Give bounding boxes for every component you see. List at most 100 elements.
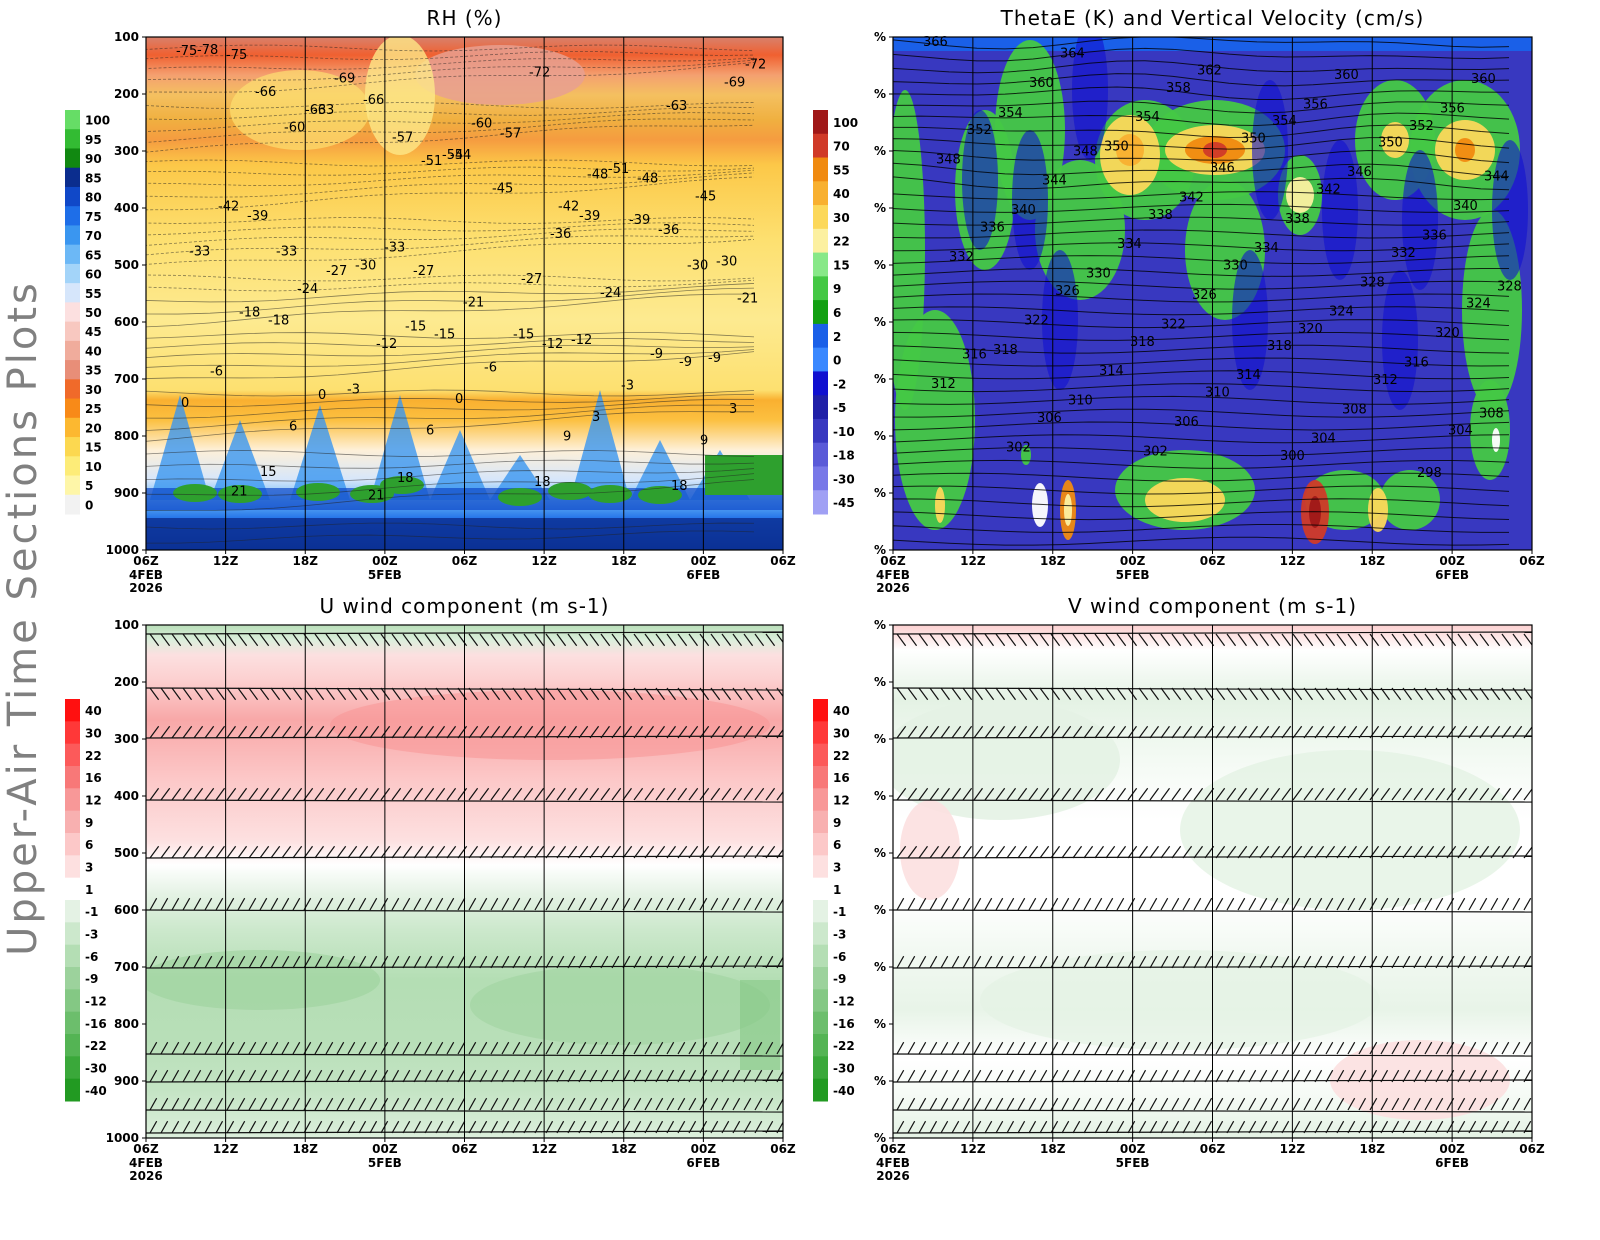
contour-label: -78 xyxy=(197,43,218,58)
y-tick-label: 1000 xyxy=(106,543,139,557)
y-tick-label: % xyxy=(874,543,886,557)
x-tick-label: 18Z xyxy=(293,554,319,568)
colorbar-swatch xyxy=(65,721,80,745)
contour-label: 21 xyxy=(231,485,248,500)
colorbar-label: -16 xyxy=(85,1017,107,1031)
contour-label: 328 xyxy=(1497,279,1522,294)
x-tick-label: 00Z xyxy=(1439,554,1465,568)
contour-label: -72 xyxy=(745,58,766,73)
contour-label: 342 xyxy=(1179,190,1204,205)
contour-label: -21 xyxy=(463,296,484,311)
contour-label: 356 xyxy=(1440,102,1465,117)
x-date-label: 5FEB xyxy=(368,1156,402,1170)
colorbar-label: 30 xyxy=(85,727,102,741)
colorbar-swatch xyxy=(65,360,80,380)
contour-label: 0 xyxy=(455,392,463,407)
colorbar-swatch xyxy=(65,989,80,1013)
colorbar-label: 22 xyxy=(85,749,102,763)
x-date-label: 5FEB xyxy=(1116,568,1150,582)
y-tick-label: % xyxy=(874,675,886,689)
contour-label: -45 xyxy=(695,190,716,205)
colorbar: 100 70 55 40 30 22 15 9 6 2 0 -2 -5 -10 -18 -30 -45 xyxy=(813,110,858,515)
colorbar-label: -22 xyxy=(833,1039,855,1053)
y-tick-label: % xyxy=(874,1131,886,1145)
figure-side-title: Upper-Air Time Sections Plots xyxy=(0,280,46,956)
colorbar-label: 65 xyxy=(85,248,102,262)
y-tick-label: 200 xyxy=(114,87,139,101)
colorbar-swatch xyxy=(813,110,828,135)
x-tick-label: 06Z xyxy=(133,554,159,568)
y-tick-label: 100 xyxy=(114,618,139,632)
colorbar-label: 3 xyxy=(833,861,841,875)
colorbar-swatch xyxy=(813,347,828,372)
contour-label: 328 xyxy=(1360,275,1385,290)
x-tick-label: 12Z xyxy=(213,554,239,568)
contour-label: -9 xyxy=(679,355,692,370)
colorbar-label: 40 xyxy=(85,344,102,358)
colorbar-swatch xyxy=(65,833,80,856)
contour-label: 342 xyxy=(1316,182,1341,197)
chart-panel: U wind component (m s-1) 100 200 300 400 500 6… xyxy=(65,594,796,1183)
x-date-label: 6FEB xyxy=(1435,568,1469,582)
colorbar-swatch xyxy=(65,855,80,879)
colorbar-label: 12 xyxy=(833,794,850,808)
contour-labels: -75-63-54-48-69-60-51-42-45-66-57-72-63-… xyxy=(176,43,766,504)
colorbar-label: 70 xyxy=(85,229,102,243)
colorbar-swatch xyxy=(813,276,828,301)
contour-label: 336 xyxy=(980,221,1005,236)
contour-label: 318 xyxy=(1267,339,1292,354)
contour-label: 332 xyxy=(949,250,974,265)
contour-label: -30 xyxy=(716,254,737,269)
contour-label: 9 xyxy=(563,429,571,444)
colorbar: 40 30 22 16 12 9 6 3 1 -1 -3 -6 -9 -12 -16 -22 -30 -40 xyxy=(813,699,855,1102)
x-tick-label: 06Z xyxy=(1519,1142,1545,1156)
contour-label: -51 xyxy=(421,154,442,169)
colorbar-swatch xyxy=(65,810,80,834)
colorbar-label: 6 xyxy=(85,838,93,852)
contour-label: 3 xyxy=(592,410,600,425)
colorbar-swatch xyxy=(65,283,80,303)
x-tick-label: 06Z xyxy=(1200,554,1226,568)
x-date-label: 6FEB xyxy=(686,1156,720,1170)
contour-label: -39 xyxy=(247,209,268,224)
colorbar-swatch xyxy=(65,321,80,342)
x-tick-label: 06Z xyxy=(770,1142,796,1156)
y-tick-label: % xyxy=(874,429,886,443)
contour-label: 336 xyxy=(1422,229,1447,244)
colorbar-swatch xyxy=(65,437,80,457)
colorbar-label: 55 xyxy=(85,287,102,301)
colorbar-label: 9 xyxy=(833,282,841,296)
colorbar-swatch xyxy=(65,379,80,400)
y-tick-label: % xyxy=(874,846,886,860)
plot-area xyxy=(146,625,783,1138)
contour-label: -33 xyxy=(189,245,210,260)
x-date-label: 4FEB xyxy=(876,568,910,582)
x-tick-label: 18Z xyxy=(1040,554,1066,568)
colorbar: 1009590858075706560555045403530252015105… xyxy=(65,110,110,515)
colorbar-label: 45 xyxy=(85,325,102,339)
y-tick-label: 700 xyxy=(114,960,139,974)
colorbar-swatch xyxy=(813,323,828,349)
contour-label: 322 xyxy=(1024,313,1049,328)
colorbar-swatch xyxy=(813,442,828,467)
x-date-label: 5FEB xyxy=(368,568,402,582)
colorbar-label: -3 xyxy=(85,928,98,942)
colorbar-swatch xyxy=(65,244,80,265)
colorbar-label: 40 xyxy=(85,704,102,718)
x-tick-label: 06Z xyxy=(1200,1142,1226,1156)
colorbar-swatch xyxy=(813,181,828,206)
colorbar-label: 20 xyxy=(85,421,102,435)
colorbar-label: -6 xyxy=(85,950,98,964)
x-tick-label: 06Z xyxy=(880,554,906,568)
colorbar-swatch xyxy=(813,157,828,182)
contour-label: -48 xyxy=(637,172,658,187)
contour-label: 350 xyxy=(1378,136,1403,151)
colorbar-label: -45 xyxy=(833,496,855,510)
colorbar-label: 3 xyxy=(85,861,93,875)
x-tick-label: 06Z xyxy=(1519,554,1545,568)
contour-label: 322 xyxy=(1161,317,1186,332)
colorbar-label: -30 xyxy=(85,1062,107,1076)
colorbar-swatch xyxy=(813,855,828,879)
contour-label: -60 xyxy=(284,121,305,136)
colorbar-label: -9 xyxy=(85,972,98,986)
